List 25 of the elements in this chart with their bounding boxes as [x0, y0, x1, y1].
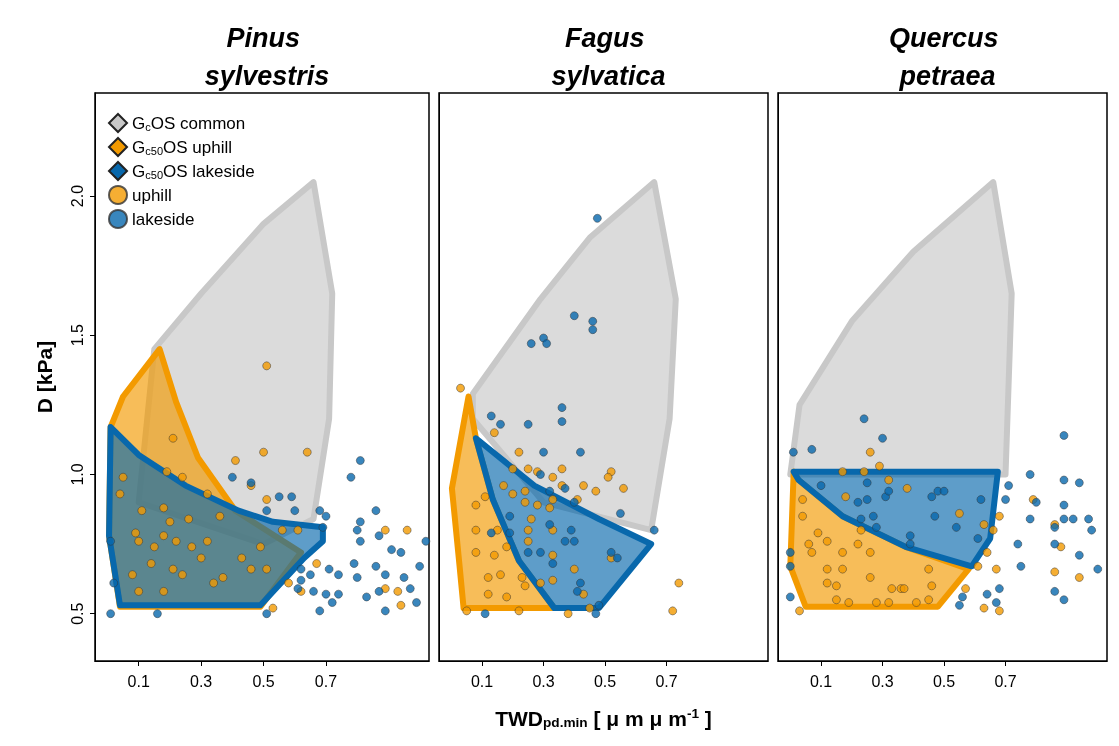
- x-tick-label: 0.5: [932, 672, 956, 690]
- y-tick-label: 1.5: [68, 324, 86, 347]
- x-tick-label: 0.7: [994, 672, 1017, 690]
- chart-title: Pinus sylvestris: [204, 23, 330, 91]
- y-tick-label: 0.5: [68, 602, 86, 625]
- legend-label: Gc50OS uphill: [132, 137, 233, 157]
- x-tick-label: 0.3: [871, 672, 894, 690]
- x-tick-label: 0.1: [127, 672, 150, 690]
- legend-label: GcOS common: [132, 113, 246, 133]
- x-tick-label: 0.5: [593, 672, 617, 690]
- x-tick-label: 0.1: [470, 672, 494, 690]
- y-axis-title: D [kPa]: [33, 340, 56, 414]
- chart-title: Quercus petraea: [888, 23, 1007, 91]
- legend-label: Gc50OS lakeside: [132, 161, 255, 181]
- y-tick-label: 1.0: [68, 463, 86, 486]
- x-tick-label: 0.7: [655, 672, 678, 690]
- chart-title: Fagus sylvatica: [551, 23, 666, 91]
- x-tick-label: 0.1: [809, 672, 833, 690]
- x-tick-label: 0.5: [252, 672, 275, 690]
- x-tick-label: 0.3: [532, 672, 555, 690]
- x-tick-label: 0.7: [314, 672, 338, 690]
- legend-label: uphill: [132, 185, 172, 205]
- y-tick-label: 2.0: [68, 184, 86, 208]
- legend-label: lakeside: [132, 209, 195, 229]
- x-tick-label: 0.3: [190, 672, 213, 690]
